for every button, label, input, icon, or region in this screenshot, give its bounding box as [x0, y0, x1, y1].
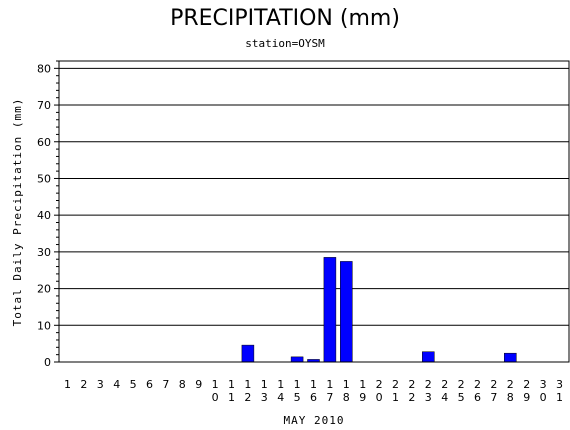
x-tick-label: 1 [392, 391, 399, 404]
x-tick-label: 6 [146, 378, 153, 391]
x-tick-label: 2 [425, 378, 432, 391]
y-axis-label: Total Daily Precipitation (mm) [11, 98, 24, 327]
x-tick-label: 3 [261, 391, 268, 404]
x-tick-label: 1 [294, 378, 301, 391]
grid-lines [59, 67, 569, 326]
chart-title: PRECIPITATION (mm) [170, 6, 400, 31]
x-tick-label: 9 [523, 391, 530, 404]
bar-day-12 [241, 344, 255, 363]
y-tick-label: 30 [37, 246, 51, 259]
x-tick-label: 1 [64, 378, 71, 391]
x-tick-label: 7 [326, 391, 333, 404]
x-tick-label: 1 [277, 378, 284, 391]
x-axis-ticks: 1 2 3 4 5 6 7 8 9 1011121314151617181920212223242… [64, 378, 563, 404]
x-tick-label: 2 [392, 378, 399, 391]
x-tick-label: 2 [408, 378, 415, 391]
y-tick-label: 10 [37, 319, 51, 332]
x-tick-label: 2 [523, 378, 530, 391]
x-tick-label: 6 [474, 391, 481, 404]
x-tick-label: 1 [228, 378, 235, 391]
y-tick-label: 0 [44, 356, 51, 369]
x-tick-label: 1 [310, 378, 317, 391]
x-tick-label: 1 [556, 391, 563, 404]
y-tick-label: 40 [37, 209, 51, 222]
x-tick-label: 4 [277, 391, 284, 404]
x-tick-label: 8 [507, 391, 514, 404]
x-tick-label: 4 [113, 378, 120, 391]
x-tick-label: 5 [130, 378, 137, 391]
x-tick-label: 1 [244, 378, 251, 391]
x-tick-label: 2 [441, 378, 448, 391]
bar-day-15 [290, 356, 304, 363]
x-tick-label: 3 [556, 378, 563, 391]
x-tick-label: 2 [490, 378, 497, 391]
y-tick-label: 70 [37, 99, 51, 112]
x-tick-label: 0 [376, 391, 383, 404]
y-axis-ticks: 0 10 20 30 40 50 60 70 80 [37, 60, 59, 369]
x-tick-label: 2 [244, 391, 251, 404]
x-tick-label: 2 [80, 378, 87, 391]
x-tick-label: 3 [425, 391, 432, 404]
y-tick-label: 20 [37, 283, 51, 296]
bar-day-23 [422, 351, 435, 363]
x-tick-label: 2 [458, 378, 465, 391]
x-tick-label: 7 [490, 391, 497, 404]
x-tick-label: 0 [212, 391, 219, 404]
y-tick-label: 60 [37, 136, 51, 149]
x-tick-label: 5 [458, 391, 465, 404]
bar-day-28 [504, 352, 517, 363]
x-tick-label: 1 [359, 378, 366, 391]
x-tick-label: 1 [326, 378, 333, 391]
x-tick-label: 6 [310, 391, 317, 404]
bar-day-17 [323, 257, 337, 363]
x-tick-label: 9 [195, 378, 202, 391]
x-tick-label: 8 [179, 378, 186, 391]
x-tick-label: 3 [97, 378, 104, 391]
x-tick-label: 1 [343, 378, 350, 391]
x-tick-label: 1 [212, 378, 219, 391]
x-tick-label: 0 [540, 391, 547, 404]
x-tick-label: 1 [261, 378, 268, 391]
y-tick-label: 80 [37, 62, 51, 75]
y-tick-label: 50 [37, 172, 51, 185]
chart-subtitle: station=OYSM [245, 37, 325, 50]
plot-frame [58, 60, 570, 363]
x-tick-label: 2 [507, 378, 514, 391]
x-tick-label: 1 [228, 391, 235, 404]
bars [241, 257, 517, 363]
x-tick-label: 7 [162, 378, 169, 391]
x-tick-label: 2 [474, 378, 481, 391]
bar-day-18 [340, 261, 353, 363]
x-tick-label: 8 [343, 391, 350, 404]
x-tick-label: 2 [408, 391, 415, 404]
x-tick-label: 4 [441, 391, 448, 404]
x-axis-label: MAY 2010 [284, 414, 345, 427]
x-tick-label: 9 [359, 391, 366, 404]
x-tick-label: 3 [540, 378, 547, 391]
x-tick-label: 5 [294, 391, 301, 404]
x-tick-label: 2 [376, 378, 383, 391]
